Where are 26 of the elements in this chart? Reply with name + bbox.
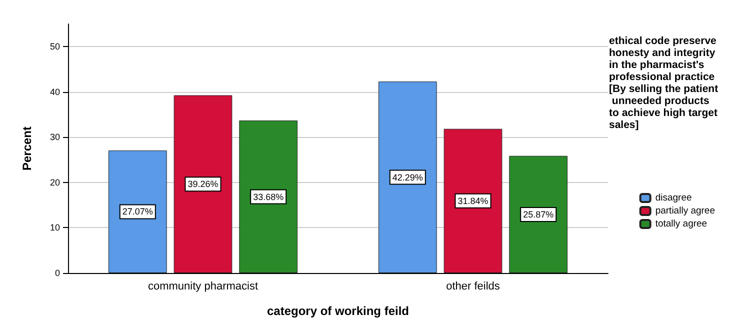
data-label: 25.87% bbox=[523, 209, 554, 220]
bar bbox=[444, 128, 502, 273]
x-axis-title: category of working feild bbox=[266, 304, 410, 318]
x-tick-label: other feilds bbox=[446, 280, 500, 292]
y-tick-label: 0 bbox=[54, 268, 60, 278]
y-axis-title: Percent bbox=[20, 126, 34, 171]
legend-label: disagree bbox=[655, 192, 692, 204]
legend-title: ethical code preserve honesty and integrity in the pharmacist's professional practice [By selling the patient unneeded products to achieve high target sales] bbox=[609, 35, 720, 131]
data-label: 31.84% bbox=[458, 196, 488, 206]
bar bbox=[509, 156, 568, 273]
bar bbox=[174, 95, 232, 273]
x-tick-label: community pharmacist bbox=[148, 280, 258, 292]
y-tick-label: 30 bbox=[50, 132, 60, 142]
legend-label: totally agree bbox=[655, 218, 708, 230]
data-label: 27.07% bbox=[122, 206, 153, 217]
y-tick-label: 40 bbox=[50, 86, 60, 97]
data-label: 42.29% bbox=[392, 172, 423, 182]
bar bbox=[239, 120, 298, 273]
y-tick-label: 50 bbox=[50, 42, 60, 52]
data-label: 33.68% bbox=[253, 192, 284, 202]
y-tick-label: 20 bbox=[50, 177, 60, 188]
bar bbox=[108, 150, 167, 273]
y-tick-label: 10 bbox=[50, 222, 60, 233]
legend-label: partially agree bbox=[655, 206, 715, 216]
bar bbox=[378, 82, 437, 273]
data-label: 39.26% bbox=[188, 179, 218, 190]
